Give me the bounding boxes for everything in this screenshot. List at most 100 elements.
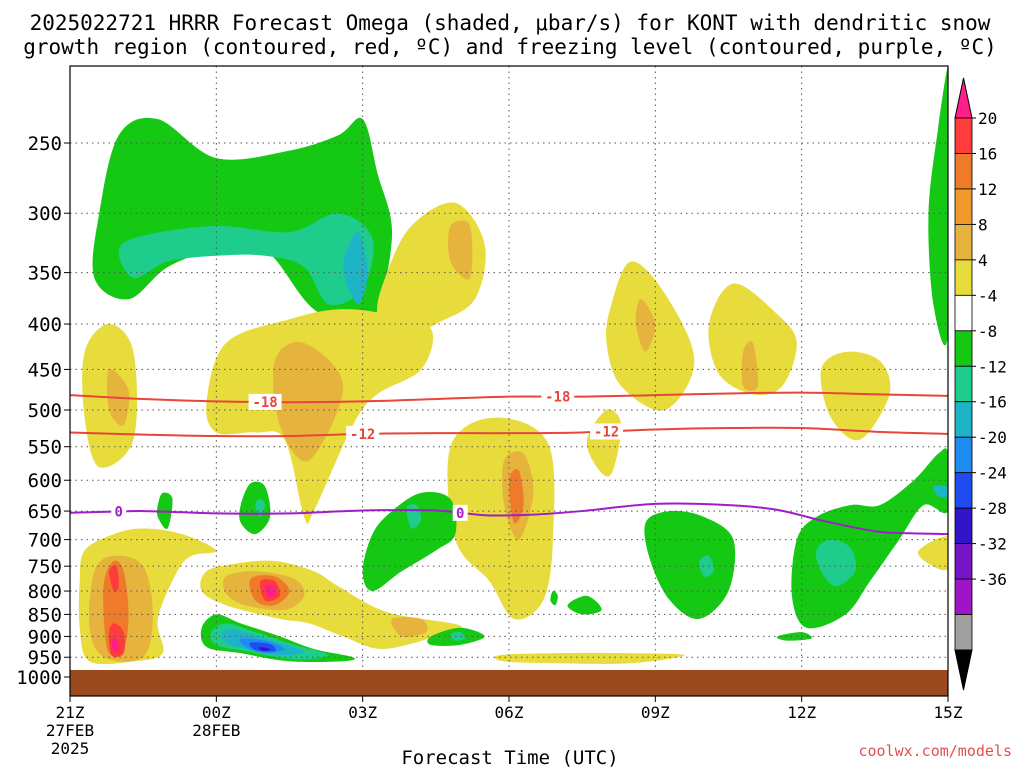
x-axis-label: Forecast Time (UTC) — [401, 747, 618, 768]
omega-area-c4 — [928, 66, 948, 346]
contour-label-bg — [452, 504, 468, 521]
contour-label--18: -18 — [252, 395, 277, 411]
omega-area-w4 — [820, 351, 891, 441]
y-tick-label-500: 500 — [28, 400, 62, 422]
y-tick-label-350: 350 — [28, 263, 62, 285]
colorbar-label--28: -28 — [978, 499, 1007, 518]
y-tick-label-850: 850 — [28, 604, 62, 626]
colorbar-label--4: -4 — [978, 286, 997, 305]
omega-shading — [78, 66, 948, 665]
x-tick-label-0-0: 21Z — [56, 703, 85, 722]
y-tick-label-400: 400 — [28, 314, 62, 336]
x-tick-label-9-0: 06Z — [495, 703, 524, 722]
contour-line--12 — [70, 426, 948, 438]
colorbar-segment-8 — [954, 401, 973, 438]
omega-area-w4 — [586, 409, 622, 477]
omega-area-c4 — [776, 632, 812, 641]
omega-area-w12 — [508, 469, 524, 524]
colorbar-segment-10 — [954, 472, 973, 509]
contour-label--12: -12 — [594, 424, 619, 440]
omega-area-w8 — [635, 299, 656, 352]
omega-colorbar: 20 16 12 8 4 -4 -8 -12 -16 -20 -24 -28 -32 -36 — [954, 77, 1007, 691]
x-tick-label-6-0: 03Z — [348, 703, 377, 722]
omega-area-c4 — [200, 614, 355, 663]
contour-label-0: 0 — [456, 506, 464, 522]
colorbar-label--12: -12 — [978, 357, 1007, 376]
y-tick-label-250: 250 — [28, 133, 62, 155]
y-tick-label-900: 900 — [28, 626, 62, 648]
colorbar-segment-0 — [954, 117, 973, 154]
colorbar-segment-2 — [954, 188, 973, 225]
temperature-contours: -18 -18 -12 -12 0 0 — [70, 388, 948, 536]
y-tick-label-950: 950 — [28, 647, 62, 669]
colorbar-label--36: -36 — [978, 570, 1007, 589]
colorbar-label--32: -32 — [978, 535, 1007, 554]
colorbar-label-12: 12 — [978, 180, 997, 199]
omega-area-c4 — [791, 448, 948, 629]
contour-line-0 — [70, 502, 948, 536]
colorbar-segment-14 — [954, 614, 973, 651]
omega-area-c24 — [259, 646, 271, 652]
colorbar-segment-3 — [954, 223, 973, 261]
omega-area-w4 — [918, 536, 948, 571]
colorbar-label--24: -24 — [978, 464, 1007, 483]
y-axis-pressure: 2503003504004505005506006507007508008509… — [16, 133, 70, 689]
omega-area-c4 — [644, 510, 736, 620]
y-tick-label-800: 800 — [28, 581, 62, 603]
colorbar-max-triangle — [954, 77, 973, 119]
colorbar-segment-12 — [954, 543, 973, 580]
omega-area-c8 — [255, 499, 266, 517]
colorbar-segment-7 — [954, 365, 973, 403]
y-tick-label-650: 650 — [28, 501, 62, 523]
colorbar-label--16: -16 — [978, 393, 1007, 412]
omega-area-c8 — [815, 539, 857, 587]
y-tick-label-300: 300 — [28, 203, 62, 225]
x-tick-label-0-1: 27FEB — [46, 721, 94, 740]
omega-area-w8 — [448, 220, 473, 280]
omega-area-w16 — [108, 565, 119, 592]
y-tick-label-450: 450 — [28, 359, 62, 381]
colorbar-segment-5 — [954, 294, 973, 332]
omega-area-c8 — [450, 631, 466, 641]
colorbar-min-triangle — [954, 649, 973, 691]
omega-area-w20 — [111, 637, 119, 652]
chart-title-line-2: growth region (contoured, red, ºC) and f… — [23, 35, 997, 59]
colorbar-label-8: 8 — [978, 215, 988, 234]
colorbar-segment-11 — [954, 507, 973, 544]
omega-area-c8 — [699, 555, 714, 577]
colorbar-segment-6 — [954, 330, 973, 367]
contour-label-0: 0 — [115, 505, 123, 521]
omega-area-w4 — [708, 283, 797, 396]
colorbar-segment-1 — [954, 153, 973, 190]
omega-area-c4 — [550, 590, 558, 606]
y-tick-label-700: 700 — [28, 530, 62, 552]
colorbar-label-16: 16 — [978, 144, 997, 163]
contour-label-bg — [541, 388, 575, 405]
ground-below-surface — [70, 670, 948, 696]
omega-area-w20 — [264, 584, 276, 598]
y-tick-label-750: 750 — [28, 556, 62, 578]
y-tick-label-600: 600 — [28, 470, 62, 492]
colorbar-segment-9 — [954, 436, 973, 474]
omega-area-w8 — [741, 340, 759, 392]
credit-text: coolwx.com/models — [858, 742, 1012, 760]
colorbar-label--8: -8 — [978, 322, 997, 341]
omega-area-c4 — [567, 595, 602, 615]
colorbar-label-4: 4 — [978, 251, 988, 270]
colorbar-label--20: -20 — [978, 428, 1007, 447]
y-tick-label-550: 550 — [28, 437, 62, 459]
x-tick-label-3-1: 28FEB — [192, 721, 240, 740]
x-tick-label-12-0: 09Z — [641, 703, 670, 722]
colorbar-segment-13 — [954, 578, 973, 615]
omega-area-c12 — [343, 231, 368, 305]
contour-label--18: -18 — [545, 390, 570, 406]
x-tick-label-3-0: 00Z — [202, 703, 231, 722]
contour-label--12: -12 — [350, 427, 375, 443]
colorbar-segment-4 — [954, 259, 973, 296]
omega-area-w8 — [391, 616, 428, 638]
y-tick-label-1000: 1000 — [16, 667, 62, 689]
contour-label-bg — [346, 425, 380, 442]
x-tick-label-0-2: 2025 — [51, 739, 90, 758]
